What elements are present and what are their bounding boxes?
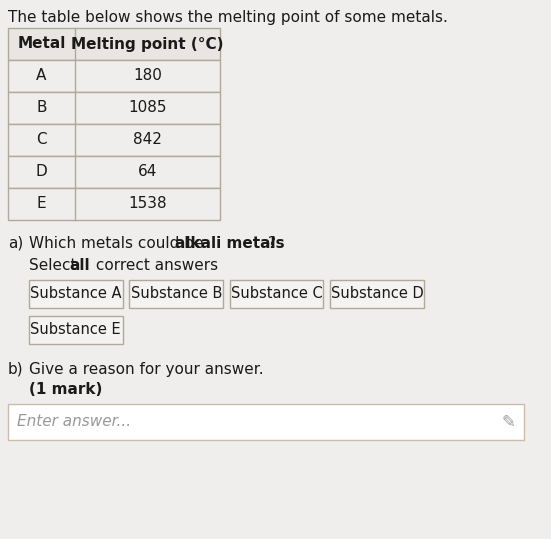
Text: Enter answer...: Enter answer... (18, 414, 132, 430)
Text: Substance D: Substance D (331, 287, 423, 301)
Text: 1538: 1538 (128, 197, 167, 211)
FancyBboxPatch shape (8, 404, 524, 440)
Text: Select: Select (29, 258, 82, 273)
Text: Substance C: Substance C (231, 287, 322, 301)
Text: all: all (69, 258, 90, 273)
Text: Metal: Metal (17, 37, 66, 52)
Text: ✎: ✎ (502, 413, 516, 431)
FancyBboxPatch shape (8, 60, 220, 92)
Text: correct answers: correct answers (91, 258, 218, 273)
FancyBboxPatch shape (8, 188, 220, 220)
Text: D: D (36, 164, 47, 179)
Text: Which metals could be: Which metals could be (29, 236, 208, 251)
Text: Melting point (°C): Melting point (°C) (72, 37, 224, 52)
Text: Substance A: Substance A (30, 287, 122, 301)
Text: alkali metals: alkali metals (175, 236, 284, 251)
Text: A: A (36, 68, 47, 84)
FancyBboxPatch shape (230, 280, 323, 308)
Text: 180: 180 (133, 68, 162, 84)
Text: b): b) (8, 362, 23, 377)
FancyBboxPatch shape (8, 156, 220, 188)
FancyBboxPatch shape (8, 124, 220, 156)
Text: 64: 64 (138, 164, 158, 179)
FancyBboxPatch shape (330, 280, 424, 308)
Text: 842: 842 (133, 133, 162, 148)
Text: The table below shows the melting point of some metals.: The table below shows the melting point … (8, 10, 447, 25)
Text: Give a reason for your answer.: Give a reason for your answer. (29, 362, 263, 377)
Text: Substance B: Substance B (131, 287, 222, 301)
Text: a): a) (8, 236, 23, 251)
Text: E: E (37, 197, 46, 211)
FancyBboxPatch shape (29, 316, 123, 344)
Text: (1 mark): (1 mark) (29, 382, 102, 397)
Text: ?: ? (268, 236, 277, 251)
Text: B: B (36, 100, 47, 115)
FancyBboxPatch shape (129, 280, 223, 308)
Text: Substance E: Substance E (30, 322, 121, 337)
Text: C: C (36, 133, 47, 148)
FancyBboxPatch shape (8, 28, 220, 60)
Text: 1085: 1085 (128, 100, 167, 115)
FancyBboxPatch shape (8, 92, 220, 124)
FancyBboxPatch shape (29, 280, 123, 308)
